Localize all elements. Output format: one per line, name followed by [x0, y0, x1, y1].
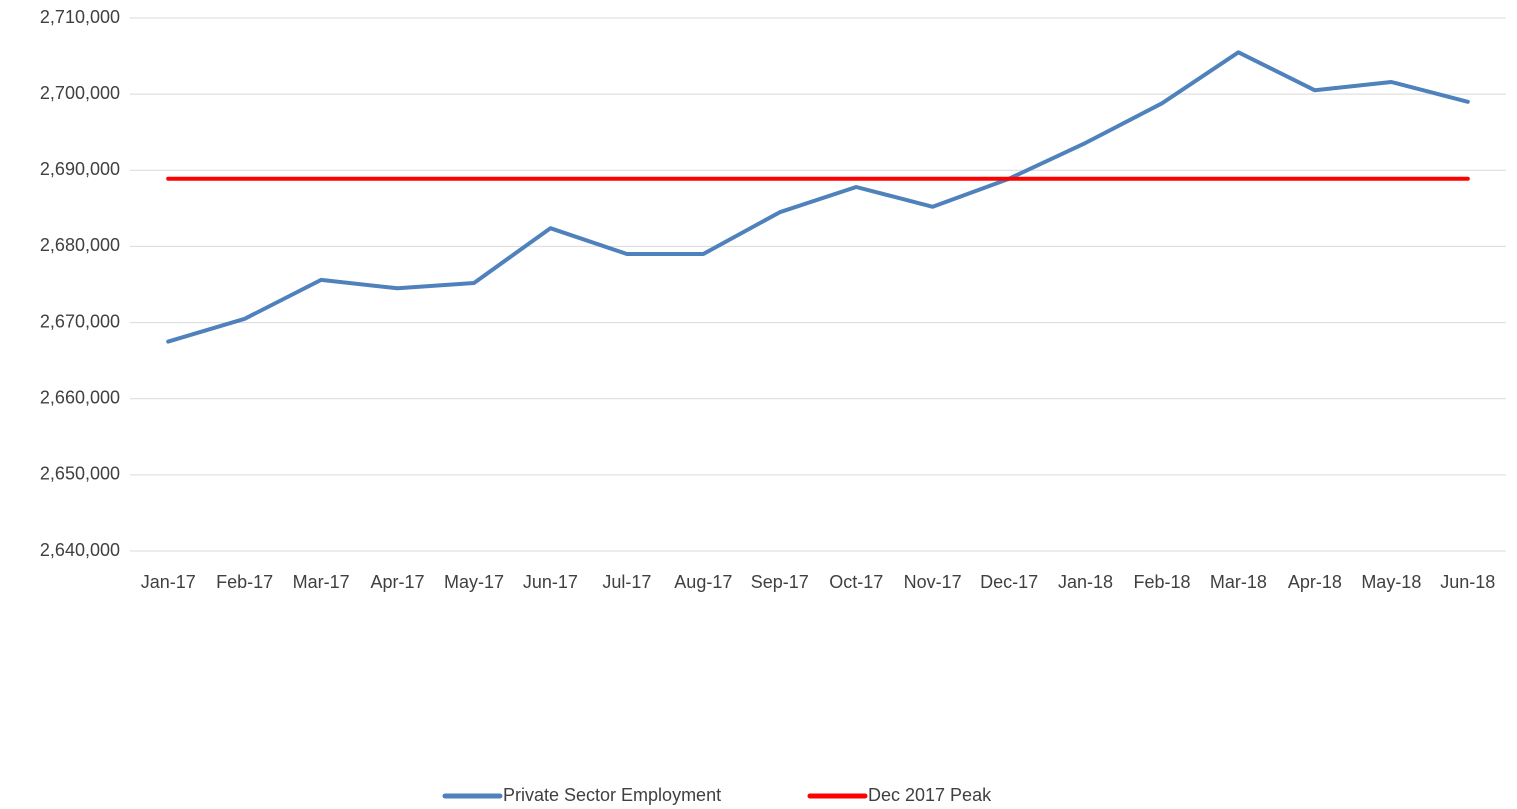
y-tick-label: 2,710,000: [40, 7, 120, 27]
x-tick-label: Oct-17: [829, 572, 883, 592]
y-tick-label: 2,690,000: [40, 159, 120, 179]
legend-label: Dec 2017 Peak: [868, 785, 992, 805]
x-tick-label: Nov-17: [904, 572, 962, 592]
x-tick-label: Apr-17: [371, 572, 425, 592]
x-tick-label: Jul-17: [602, 572, 651, 592]
x-tick-label: Dec-17: [980, 572, 1038, 592]
x-tick-label: Jun-17: [523, 572, 578, 592]
x-tick-label: Aug-17: [674, 572, 732, 592]
x-tick-label: May-18: [1361, 572, 1421, 592]
y-tick-label: 2,640,000: [40, 540, 120, 560]
x-tick-label: Mar-17: [293, 572, 350, 592]
legend-label: Private Sector Employment: [503, 785, 721, 805]
x-tick-label: Mar-18: [1210, 572, 1267, 592]
y-tick-label: 2,660,000: [40, 387, 120, 407]
x-tick-label: Jan-17: [141, 572, 196, 592]
y-tick-label: 2,650,000: [40, 464, 120, 484]
x-tick-label: Jan-18: [1058, 572, 1113, 592]
x-tick-label: Feb-17: [216, 572, 273, 592]
x-tick-label: May-17: [444, 572, 504, 592]
x-tick-label: Sep-17: [751, 572, 809, 592]
x-tick-label: Feb-18: [1133, 572, 1190, 592]
data-line: [166, 50, 1470, 344]
x-tick-label: Jun-18: [1440, 572, 1495, 592]
y-tick-label: 2,670,000: [40, 311, 120, 331]
x-tick-label: Apr-18: [1288, 572, 1342, 592]
y-tick-label: 2,700,000: [40, 83, 120, 103]
y-tick-label: 2,680,000: [40, 235, 120, 255]
